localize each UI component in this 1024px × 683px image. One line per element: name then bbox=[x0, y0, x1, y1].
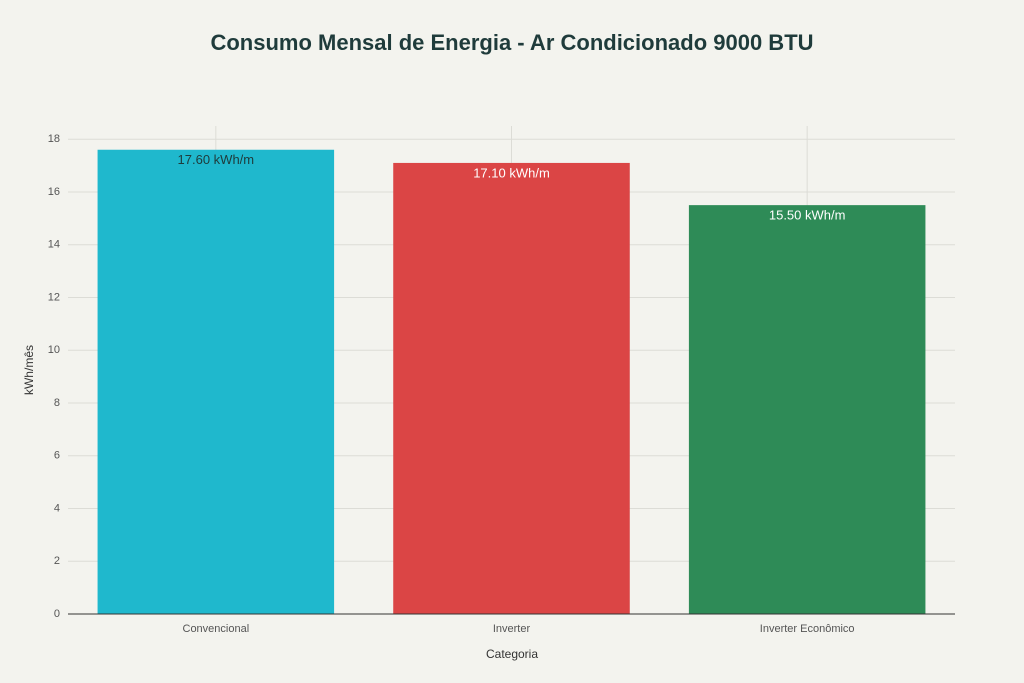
y-axis-label: kWh/mês bbox=[22, 345, 36, 395]
y-tick-label: 8 bbox=[54, 397, 60, 409]
bar bbox=[393, 162, 630, 614]
chart-title: Consumo Mensal de Energia - Ar Condicion… bbox=[210, 30, 813, 55]
x-tick-label: Inverter bbox=[493, 623, 531, 635]
y-tick-label: 6 bbox=[54, 450, 60, 462]
y-tick-label: 14 bbox=[48, 239, 60, 251]
bar bbox=[688, 205, 926, 614]
x-tick-label: Inverter Econômico bbox=[760, 623, 855, 635]
y-tick-label: 0 bbox=[54, 608, 60, 620]
y-tick-label: 16 bbox=[48, 186, 60, 198]
y-tick-label: 4 bbox=[54, 502, 60, 514]
value-label: 15.50 kWh/m bbox=[769, 208, 846, 223]
bar bbox=[97, 149, 335, 614]
x-tick-label: Convencional bbox=[183, 623, 250, 635]
value-label: 17.10 kWh/m bbox=[473, 165, 550, 180]
x-axis-label: Categoria bbox=[486, 647, 538, 661]
y-tick-label: 12 bbox=[48, 291, 60, 303]
value-label: 17.60 kWh/m bbox=[178, 152, 255, 167]
y-tick-label: 10 bbox=[48, 344, 60, 356]
y-tick-label: 2 bbox=[54, 555, 60, 567]
y-tick-label: 18 bbox=[48, 133, 60, 145]
